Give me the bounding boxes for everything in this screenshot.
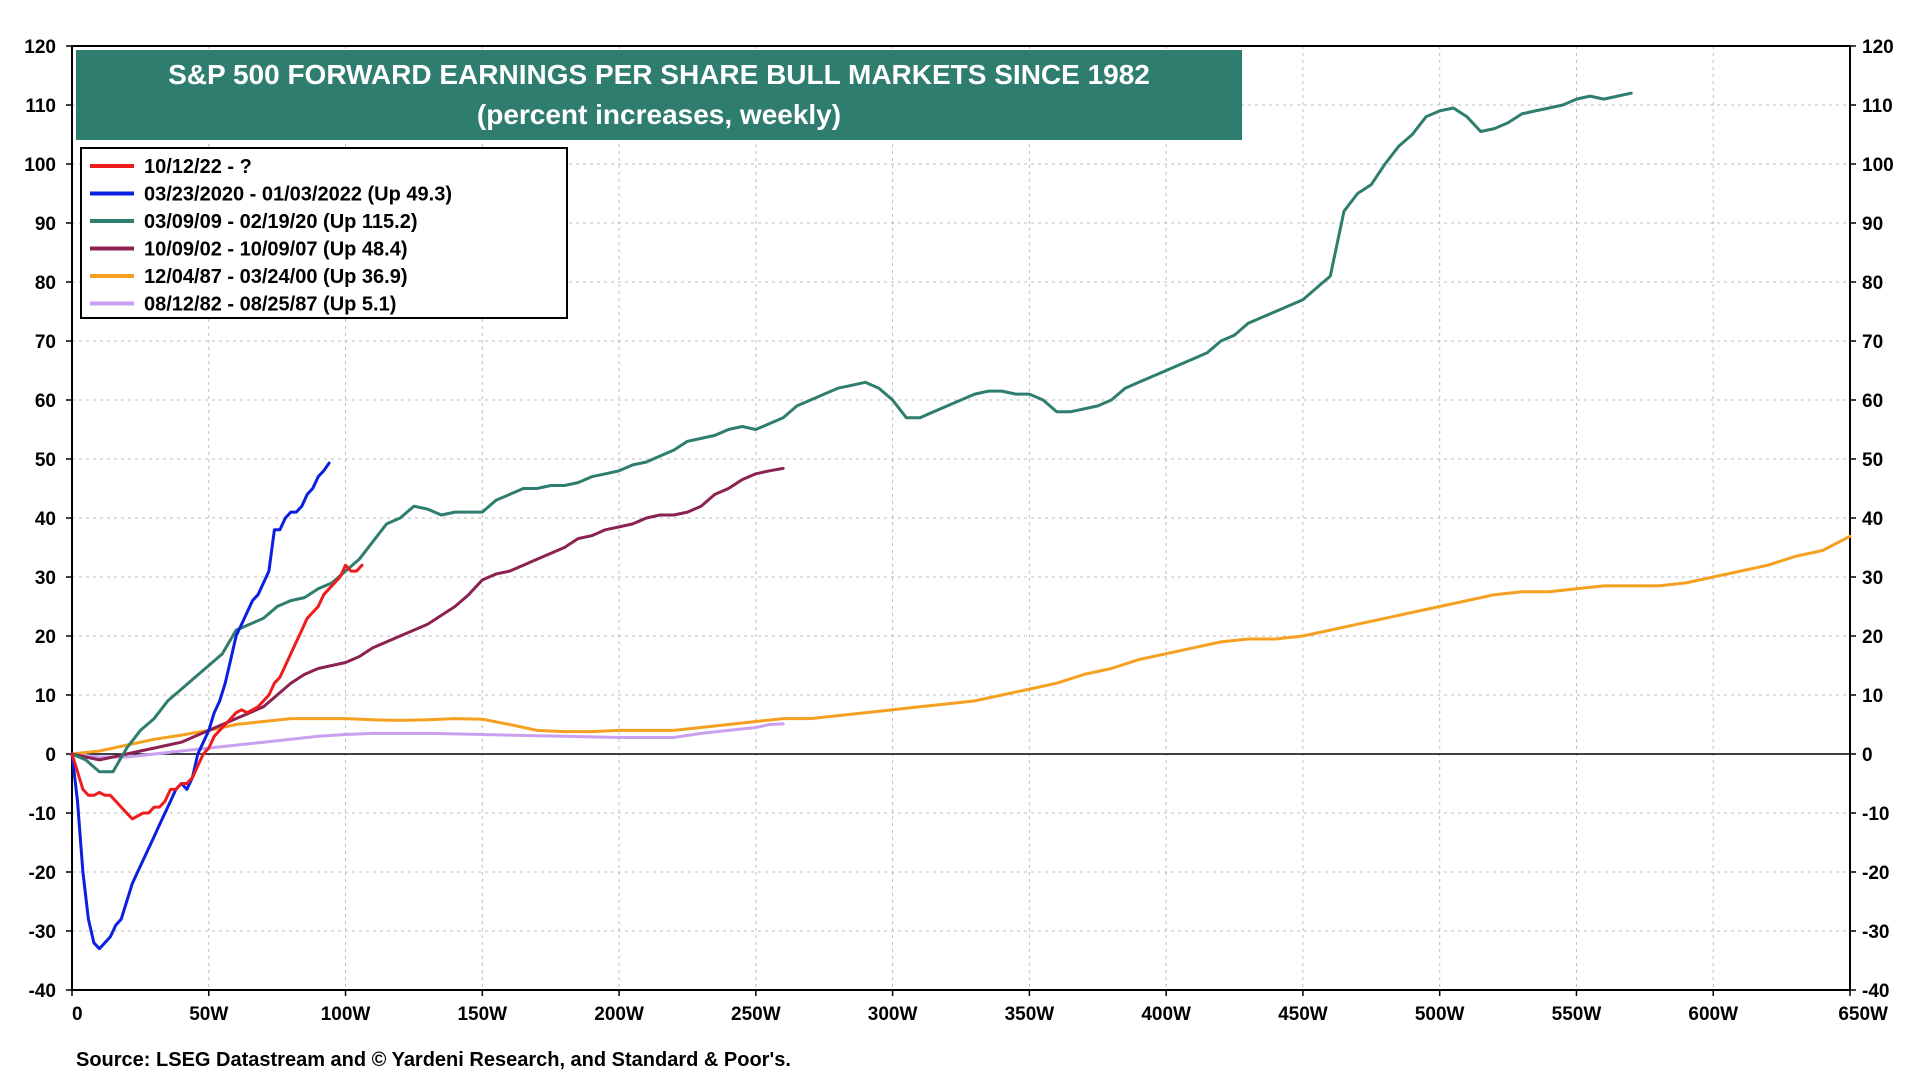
x-tick-label: 400W	[1141, 1004, 1191, 1025]
legend-label-2: 03/23/2020 - 01/03/2022 (Up 49.3)	[144, 184, 452, 206]
y-tick-label-left: 10	[35, 686, 56, 707]
y-tick-label-right: 110	[1862, 96, 1893, 117]
axes: -40 -40 -30 -30 -20 -20 -10 -10 0 0 10 10 20 20 30 30 40…	[24, 37, 1893, 1025]
x-tick-label: 450W	[1278, 1004, 1328, 1025]
legend-label-1: 10/12/22 - ?	[144, 156, 252, 178]
x-tick-label: 500W	[1415, 1004, 1465, 1025]
y-tick-label-right: 70	[1862, 332, 1883, 353]
y-tick-label-right: 100	[1862, 155, 1894, 176]
y-tick-label-left: 60	[35, 391, 56, 412]
x-tick-label: 550W	[1552, 1004, 1602, 1025]
y-tick-label-right: 30	[1862, 568, 1883, 589]
legend-box	[80, 147, 568, 319]
y-tick-label-left: 70	[35, 332, 56, 353]
series-line-1	[70, 563, 364, 821]
y-tick-label-right: 20	[1862, 627, 1883, 648]
x-tick-label: 200W	[594, 1004, 644, 1025]
x-tick-label: 600W	[1688, 1004, 1738, 1025]
y-tick-label-left: 120	[24, 37, 56, 58]
x-tick-label: 250W	[731, 1004, 781, 1025]
x-tick-label: 100W	[321, 1004, 371, 1025]
y-tick-label-left: 20	[35, 627, 56, 648]
x-tick-label: 50W	[189, 1004, 228, 1025]
series-line-2	[70, 461, 331, 951]
y-tick-label-right: 80	[1862, 273, 1883, 294]
y-tick-label-left: 110	[25, 96, 56, 117]
legend-label-6: 08/12/82 - 08/25/87 (Up 5.1)	[144, 294, 396, 316]
series-line-3	[70, 91, 1633, 774]
y-tick-label-right: 90	[1862, 214, 1883, 235]
y-tick-label-left: -10	[29, 804, 56, 825]
legend-label-4: 10/09/02 - 10/09/07 (Up 48.4)	[144, 239, 408, 261]
series-lines	[70, 91, 1852, 951]
y-tick-label-left: 100	[24, 155, 56, 176]
x-tick-label: 650W	[1838, 1004, 1888, 1025]
y-tick-label-left: 40	[35, 509, 56, 530]
legend-label-3: 03/09/09 - 02/19/20 (Up 115.2)	[144, 211, 418, 233]
y-tick-label-left: 80	[35, 273, 56, 294]
legend: 10/12/22 - ? 03/23/2020 - 01/03/2022 (Up …	[80, 147, 568, 319]
x-tick-label: 300W	[868, 1004, 918, 1025]
y-tick-label-left: 0	[45, 745, 56, 766]
chart-title: S&P 500 FORWARD EARNINGS PER SHARE BULL …	[168, 59, 1150, 90]
x-tick-label: 0	[72, 1004, 83, 1025]
x-tick-label: 350W	[1005, 1004, 1055, 1025]
y-tick-label-right: -20	[1862, 863, 1889, 884]
y-tick-label-left: -20	[29, 863, 56, 884]
legend-label-5: 12/04/87 - 03/24/00 (Up 36.9)	[144, 266, 408, 288]
grid	[72, 46, 1850, 990]
y-tick-label-left: -30	[29, 922, 56, 943]
y-tick-label-right: 0	[1862, 745, 1873, 766]
y-tick-label-right: 120	[1862, 37, 1894, 58]
y-tick-label-right: 40	[1862, 509, 1883, 530]
title-background	[76, 50, 1242, 140]
y-tick-label-right: 10	[1862, 686, 1883, 707]
chart-title-box: S&P 500 FORWARD EARNINGS PER SHARE BULL …	[76, 50, 1242, 140]
y-tick-label-left: 50	[35, 450, 56, 471]
y-tick-label-left: 30	[35, 568, 56, 589]
series-line-5	[70, 534, 1852, 756]
source-note: Source: LSEG Datastream and © Yardeni Re…	[76, 1049, 791, 1071]
series-line-4	[70, 466, 785, 762]
y-tick-label-right: -30	[1862, 922, 1889, 943]
y-tick-label-left: 90	[35, 214, 56, 235]
y-tick-label-right: -40	[1862, 981, 1889, 1002]
y-tick-label-right: -10	[1862, 804, 1889, 825]
series-line-6	[70, 722, 785, 759]
chart-subtitle: (percent increases, weekly)	[477, 99, 841, 130]
y-tick-label-left: -40	[29, 981, 56, 1002]
y-tick-label-right: 50	[1862, 450, 1883, 471]
x-tick-label: 150W	[457, 1004, 507, 1025]
y-tick-label-right: 60	[1862, 391, 1883, 412]
